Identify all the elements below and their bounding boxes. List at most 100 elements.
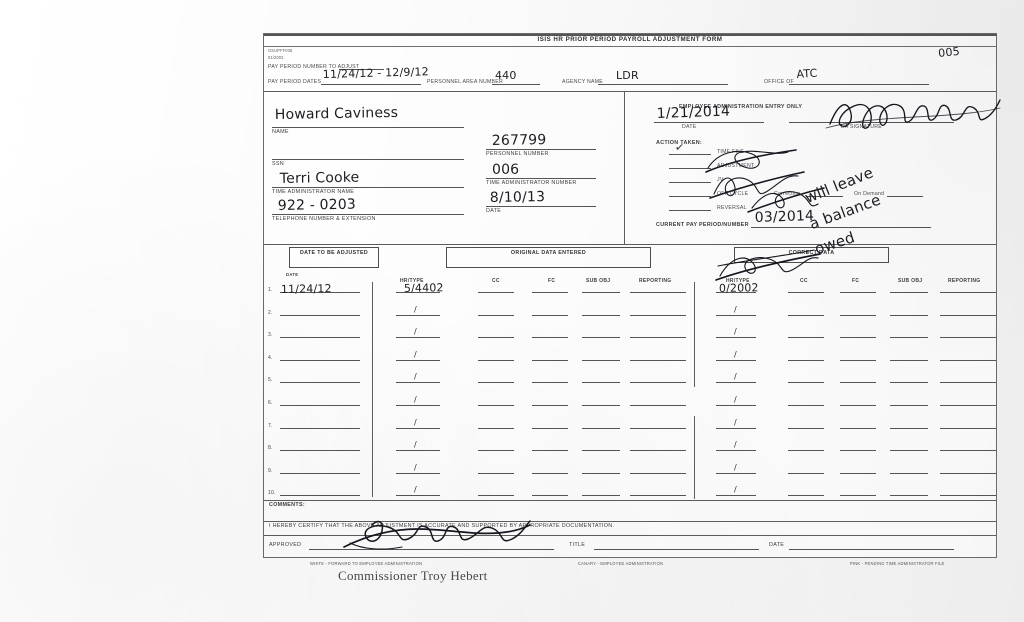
row-correct-subobj-input[interactable]: [890, 450, 928, 452]
row-correct-hrtype-input[interactable]: [716, 382, 756, 384]
personnel-area-input[interactable]: [492, 84, 540, 85]
row-correct-reporting-input[interactable]: [940, 405, 996, 406]
row-original-subobj-input[interactable]: [582, 382, 620, 384]
row-date-input[interactable]: [280, 427, 360, 429]
row-correct-cc-input[interactable]: [788, 472, 824, 474]
row-original-reporting-input[interactable]: [630, 314, 686, 316]
pay-period-dates-input[interactable]: [321, 84, 421, 85]
row-correct-cc-input[interactable]: [788, 292, 824, 293]
ea-signature-input[interactable]: [789, 122, 954, 123]
row-correct-reporting-input[interactable]: [940, 495, 996, 497]
row-original-hrtype-input[interactable]: [396, 427, 440, 429]
action-off-cycle-checkbox[interactable]: [669, 196, 711, 197]
action-jv-checkbox[interactable]: [669, 182, 711, 183]
employee-date-input[interactable]: [486, 206, 596, 207]
row-original-cc-input[interactable]: [478, 382, 514, 384]
row-correct-fc-input[interactable]: [840, 427, 876, 429]
time-admin-number-input[interactable]: [486, 178, 596, 179]
agency-name-input[interactable]: [598, 84, 728, 85]
row-date-input[interactable]: [280, 472, 360, 474]
row-original-hrtype-input[interactable]: [396, 472, 440, 474]
row-correct-subobj-input[interactable]: [890, 495, 928, 497]
personnel-number-input[interactable]: [486, 149, 596, 150]
row-original-reporting-input[interactable]: [630, 292, 686, 293]
row-original-subobj-input[interactable]: [582, 495, 620, 497]
row-date-input[interactable]: [280, 382, 360, 384]
row-correct-subobj-input[interactable]: [890, 314, 928, 316]
row-correct-cc-input[interactable]: [788, 405, 824, 406]
row-correct-fc-input[interactable]: [840, 292, 876, 293]
name-input[interactable]: [272, 127, 464, 128]
row-date-input[interactable]: [280, 495, 360, 497]
row-original-subobj-input[interactable]: [582, 427, 620, 429]
row-correct-cc-input[interactable]: [788, 450, 824, 452]
row-original-hrtype-input[interactable]: [396, 292, 440, 293]
row-correct-fc-input[interactable]: [840, 382, 876, 384]
row-correct-fc-input[interactable]: [840, 472, 876, 474]
row-correct-reporting-input[interactable]: [940, 359, 996, 361]
correction-input[interactable]: [807, 196, 843, 197]
row-original-fc-input[interactable]: [532, 359, 568, 361]
row-correct-subobj-input[interactable]: [890, 292, 928, 293]
row-correct-reporting-input[interactable]: [940, 382, 996, 384]
row-original-cc-input[interactable]: [478, 450, 514, 452]
action-time-file-checkbox[interactable]: [669, 154, 711, 155]
row-original-fc-input[interactable]: [532, 427, 568, 429]
row-correct-fc-input[interactable]: [840, 450, 876, 452]
row-correct-hrtype-input[interactable]: [716, 292, 756, 293]
row-original-subobj-input[interactable]: [582, 472, 620, 474]
row-original-reporting-input[interactable]: [630, 450, 686, 452]
action-adjustment-checkbox[interactable]: [669, 168, 711, 169]
row-correct-fc-input[interactable]: [840, 337, 876, 339]
row-correct-fc-input[interactable]: [840, 495, 876, 497]
row-original-cc-input[interactable]: [478, 405, 514, 406]
row-correct-cc-input[interactable]: [788, 314, 824, 316]
row-original-hrtype-input[interactable]: [396, 314, 440, 316]
action-reversal-checkbox[interactable]: [669, 210, 711, 211]
telephone-input[interactable]: [272, 214, 464, 215]
row-correct-reporting-input[interactable]: [940, 450, 996, 452]
office-of-input[interactable]: [789, 84, 929, 85]
row-original-subobj-input[interactable]: [582, 450, 620, 452]
row-correct-hrtype-input[interactable]: [716, 359, 756, 361]
row-original-fc-input[interactable]: [532, 314, 568, 316]
row-original-cc-input[interactable]: [478, 427, 514, 429]
row-date-input[interactable]: [280, 359, 360, 361]
row-original-hrtype-input[interactable]: [396, 405, 440, 406]
row-correct-subobj-input[interactable]: [890, 427, 928, 429]
row-original-fc-input[interactable]: [532, 405, 568, 406]
row-original-fc-input[interactable]: [532, 382, 568, 384]
on-demand-input[interactable]: [887, 196, 923, 197]
row-correct-cc-input[interactable]: [788, 359, 824, 361]
row-original-hrtype-input[interactable]: [396, 337, 440, 339]
row-correct-hrtype-input[interactable]: [716, 427, 756, 429]
row-original-subobj-input[interactable]: [582, 405, 620, 406]
row-correct-hrtype-input[interactable]: [716, 495, 756, 497]
row-original-reporting-input[interactable]: [630, 337, 686, 339]
row-correct-subobj-input[interactable]: [890, 405, 928, 406]
row-original-reporting-input[interactable]: [630, 427, 686, 429]
row-original-fc-input[interactable]: [532, 495, 568, 497]
row-date-input[interactable]: [280, 337, 360, 339]
pay-period-number-input[interactable]: [339, 69, 384, 70]
row-correct-subobj-input[interactable]: [890, 337, 928, 339]
row-original-fc-input[interactable]: [532, 292, 568, 293]
row-correct-fc-input[interactable]: [840, 359, 876, 361]
row-original-fc-input[interactable]: [532, 472, 568, 474]
footer-date-input[interactable]: [789, 549, 954, 550]
row-original-cc-input[interactable]: [478, 337, 514, 339]
row-original-subobj-input[interactable]: [582, 337, 620, 339]
row-date-input[interactable]: [280, 314, 360, 316]
row-correct-fc-input[interactable]: [840, 405, 876, 406]
row-date-input[interactable]: [280, 450, 360, 452]
row-original-fc-input[interactable]: [532, 337, 568, 339]
row-original-subobj-input[interactable]: [582, 292, 620, 293]
row-original-cc-input[interactable]: [478, 292, 514, 293]
row-original-hrtype-input[interactable]: [396, 495, 440, 497]
row-correct-subobj-input[interactable]: [890, 472, 928, 474]
row-original-cc-input[interactable]: [478, 359, 514, 361]
row-original-reporting-input[interactable]: [630, 382, 686, 384]
row-correct-cc-input[interactable]: [788, 427, 824, 429]
current-pay-period-input[interactable]: [751, 227, 931, 228]
row-correct-reporting-input[interactable]: [940, 427, 996, 429]
